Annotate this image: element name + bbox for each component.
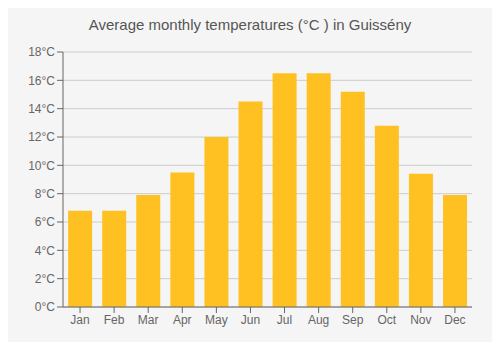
- svg-text:2°C: 2°C: [35, 272, 55, 286]
- svg-text:18°C: 18°C: [28, 45, 55, 59]
- svg-text:Apr: Apr: [173, 313, 192, 327]
- svg-text:10°C: 10°C: [28, 159, 55, 173]
- svg-text:12°C: 12°C: [28, 130, 55, 144]
- svg-text:Feb: Feb: [104, 313, 125, 327]
- svg-text:16°C: 16°C: [28, 74, 55, 88]
- svg-text:May: May: [205, 313, 228, 327]
- svg-text:0°C: 0°C: [35, 300, 55, 314]
- svg-text:Sep: Sep: [342, 313, 364, 327]
- svg-text:4°C: 4°C: [35, 244, 55, 258]
- svg-text:Mar: Mar: [138, 313, 159, 327]
- svg-text:Jan: Jan: [70, 313, 89, 327]
- svg-text:14°C: 14°C: [28, 102, 55, 116]
- svg-text:Oct: Oct: [377, 313, 396, 327]
- svg-text:Jul: Jul: [277, 313, 292, 327]
- html-text:Average monthly temperatures (: Average monthly temperatures (°C ) in Gu…: [88, 16, 412, 33]
- svg-text:Nov: Nov: [410, 313, 431, 327]
- svg-text:Dec: Dec: [444, 313, 465, 327]
- svg-text:Jun: Jun: [241, 313, 260, 327]
- svg-text:8°C: 8°C: [35, 187, 55, 201]
- svg-text:6°C: 6°C: [35, 215, 55, 229]
- svg-text:Aug: Aug: [308, 313, 329, 327]
